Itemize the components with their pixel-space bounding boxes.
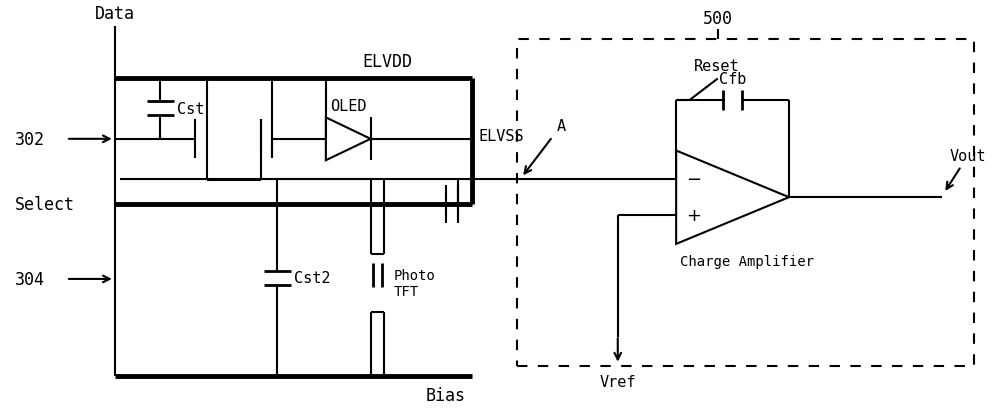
Text: +: + — [686, 207, 701, 225]
Text: 302: 302 — [14, 130, 44, 148]
Text: A: A — [556, 119, 566, 133]
Text: Charge Amplifier: Charge Amplifier — [680, 254, 814, 268]
Text: Cfb: Cfb — [719, 72, 746, 87]
Text: Vref: Vref — [600, 374, 636, 389]
Text: Cst: Cst — [177, 101, 204, 117]
Text: ELVSS: ELVSS — [479, 129, 524, 144]
Text: 500: 500 — [703, 10, 733, 28]
Text: Data: Data — [95, 5, 135, 23]
Text: Reset: Reset — [694, 58, 740, 74]
Text: ELVDD: ELVDD — [362, 53, 412, 70]
Text: Photo
TFT: Photo TFT — [394, 268, 436, 298]
Bar — [517, 40, 974, 366]
Text: Bias: Bias — [426, 386, 466, 404]
Text: Cst2: Cst2 — [294, 271, 330, 285]
Text: Vout: Vout — [950, 149, 986, 164]
Text: −: − — [686, 171, 701, 189]
Text: 304: 304 — [14, 270, 44, 288]
Text: Select: Select — [14, 196, 74, 213]
Text: OLED: OLED — [330, 98, 366, 113]
